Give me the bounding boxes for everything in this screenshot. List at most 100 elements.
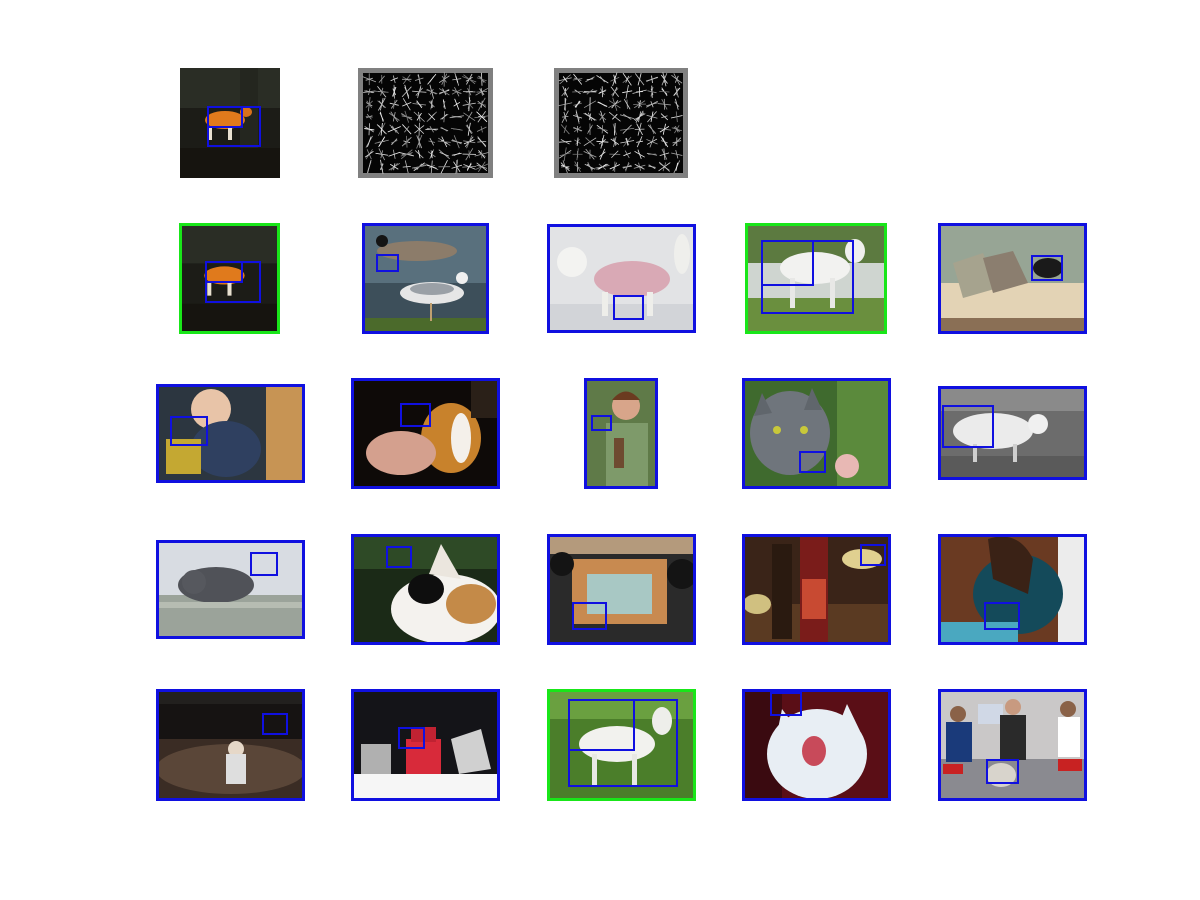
detection-result-incorrect	[938, 534, 1087, 645]
hog-stroke	[597, 101, 608, 108]
hog-stroke	[614, 123, 616, 136]
hog-stroke	[622, 113, 632, 120]
hog-stroke	[576, 148, 579, 161]
hog-stroke	[413, 164, 425, 170]
hog-stroke	[365, 151, 373, 158]
hog-stroke	[388, 151, 401, 157]
result-frame	[742, 534, 891, 645]
detection-box	[761, 240, 814, 286]
detection-result-incorrect	[742, 689, 891, 801]
result-frame-correct	[745, 223, 887, 334]
hog-stroke	[575, 100, 580, 108]
hog-stroke	[380, 163, 384, 170]
hog-stroke	[367, 160, 372, 174]
detection-result-correct	[179, 223, 280, 334]
hog-stroke	[378, 75, 385, 83]
detection-result-incorrect	[156, 540, 305, 639]
hog-stroke	[576, 137, 579, 146]
detection-box	[250, 552, 278, 576]
hog-stroke	[476, 164, 488, 169]
hog-stroke	[428, 113, 436, 121]
hog-stroke	[414, 125, 425, 134]
detection-box	[984, 602, 1020, 630]
hog-stroke	[379, 111, 384, 122]
hog-stroke	[429, 125, 434, 133]
hog-stroke	[562, 76, 568, 83]
hog-stroke	[404, 110, 409, 123]
hog-stroke	[392, 99, 396, 109]
hog-stroke	[366, 100, 373, 108]
result-frame	[584, 378, 658, 489]
hog-stroke	[675, 111, 678, 123]
detection-box	[400, 403, 431, 427]
detection-box	[207, 106, 243, 128]
hog-stroke	[648, 164, 656, 170]
hog-stroke	[597, 127, 608, 131]
hog-stroke	[626, 137, 629, 146]
hog-stroke	[650, 86, 654, 97]
detection-result-incorrect	[584, 378, 658, 489]
detection-box	[942, 405, 994, 448]
hog-stroke	[439, 88, 450, 95]
hog-stroke	[559, 152, 571, 157]
hog-stroke	[600, 134, 605, 149]
result-frame	[547, 534, 696, 645]
hog-stroke	[613, 74, 617, 84]
detection-result-incorrect	[351, 534, 500, 645]
hog-stroke	[574, 164, 582, 170]
hog-stroke	[443, 111, 446, 123]
hog-stroke	[622, 72, 632, 86]
hog-stroke	[560, 124, 570, 135]
detection-box	[986, 759, 1019, 784]
hog-stroke	[599, 76, 606, 83]
hog-stroke	[453, 101, 461, 107]
detection-box	[572, 602, 607, 630]
hog-stroke	[611, 114, 619, 120]
hog-stroke	[439, 151, 450, 157]
hog-stroke	[647, 111, 657, 123]
detection-result-incorrect	[362, 223, 489, 334]
hog-stroke	[454, 86, 460, 97]
result-frame	[938, 689, 1087, 801]
hog-stroke	[675, 125, 679, 133]
hog-stroke	[468, 150, 470, 159]
hog-stroke	[368, 123, 370, 136]
result-frame	[351, 534, 500, 645]
hog-stroke	[477, 137, 487, 147]
detection-box	[386, 546, 412, 568]
hog-stroke	[404, 125, 410, 133]
hog-stroke	[479, 75, 485, 83]
hog-stroke	[429, 137, 434, 146]
hog-stroke	[623, 99, 631, 110]
detection-result-correct	[547, 689, 696, 801]
hog-stroke	[449, 115, 464, 119]
result-frame	[351, 378, 500, 489]
hog-stroke	[476, 111, 488, 123]
hog-stroke	[402, 102, 412, 107]
hog-stroke	[418, 150, 421, 159]
hog-stroke	[611, 150, 619, 159]
detection-box	[613, 295, 644, 320]
detection-box	[205, 261, 243, 283]
hog-template-panel	[554, 68, 688, 178]
hog-stroke	[475, 87, 489, 96]
hog-stroke	[622, 164, 632, 169]
hog-stroke	[437, 140, 451, 143]
result-frame-correct	[547, 689, 696, 801]
hog-stroke	[367, 136, 372, 147]
hog-stroke	[392, 86, 397, 97]
detection-box	[799, 451, 826, 473]
hog-stroke	[584, 112, 596, 121]
hog-stroke	[426, 89, 437, 95]
hog-stroke	[624, 150, 630, 159]
hog-stroke	[462, 76, 477, 83]
hog-stroke	[675, 162, 679, 171]
hog-stroke	[391, 140, 398, 144]
hog-stroke	[646, 139, 658, 145]
hog-stroke	[426, 164, 437, 169]
hog-stroke	[636, 165, 643, 169]
hog-stroke	[662, 72, 667, 87]
hog-stroke	[380, 150, 384, 159]
hog-stroke	[561, 110, 569, 124]
